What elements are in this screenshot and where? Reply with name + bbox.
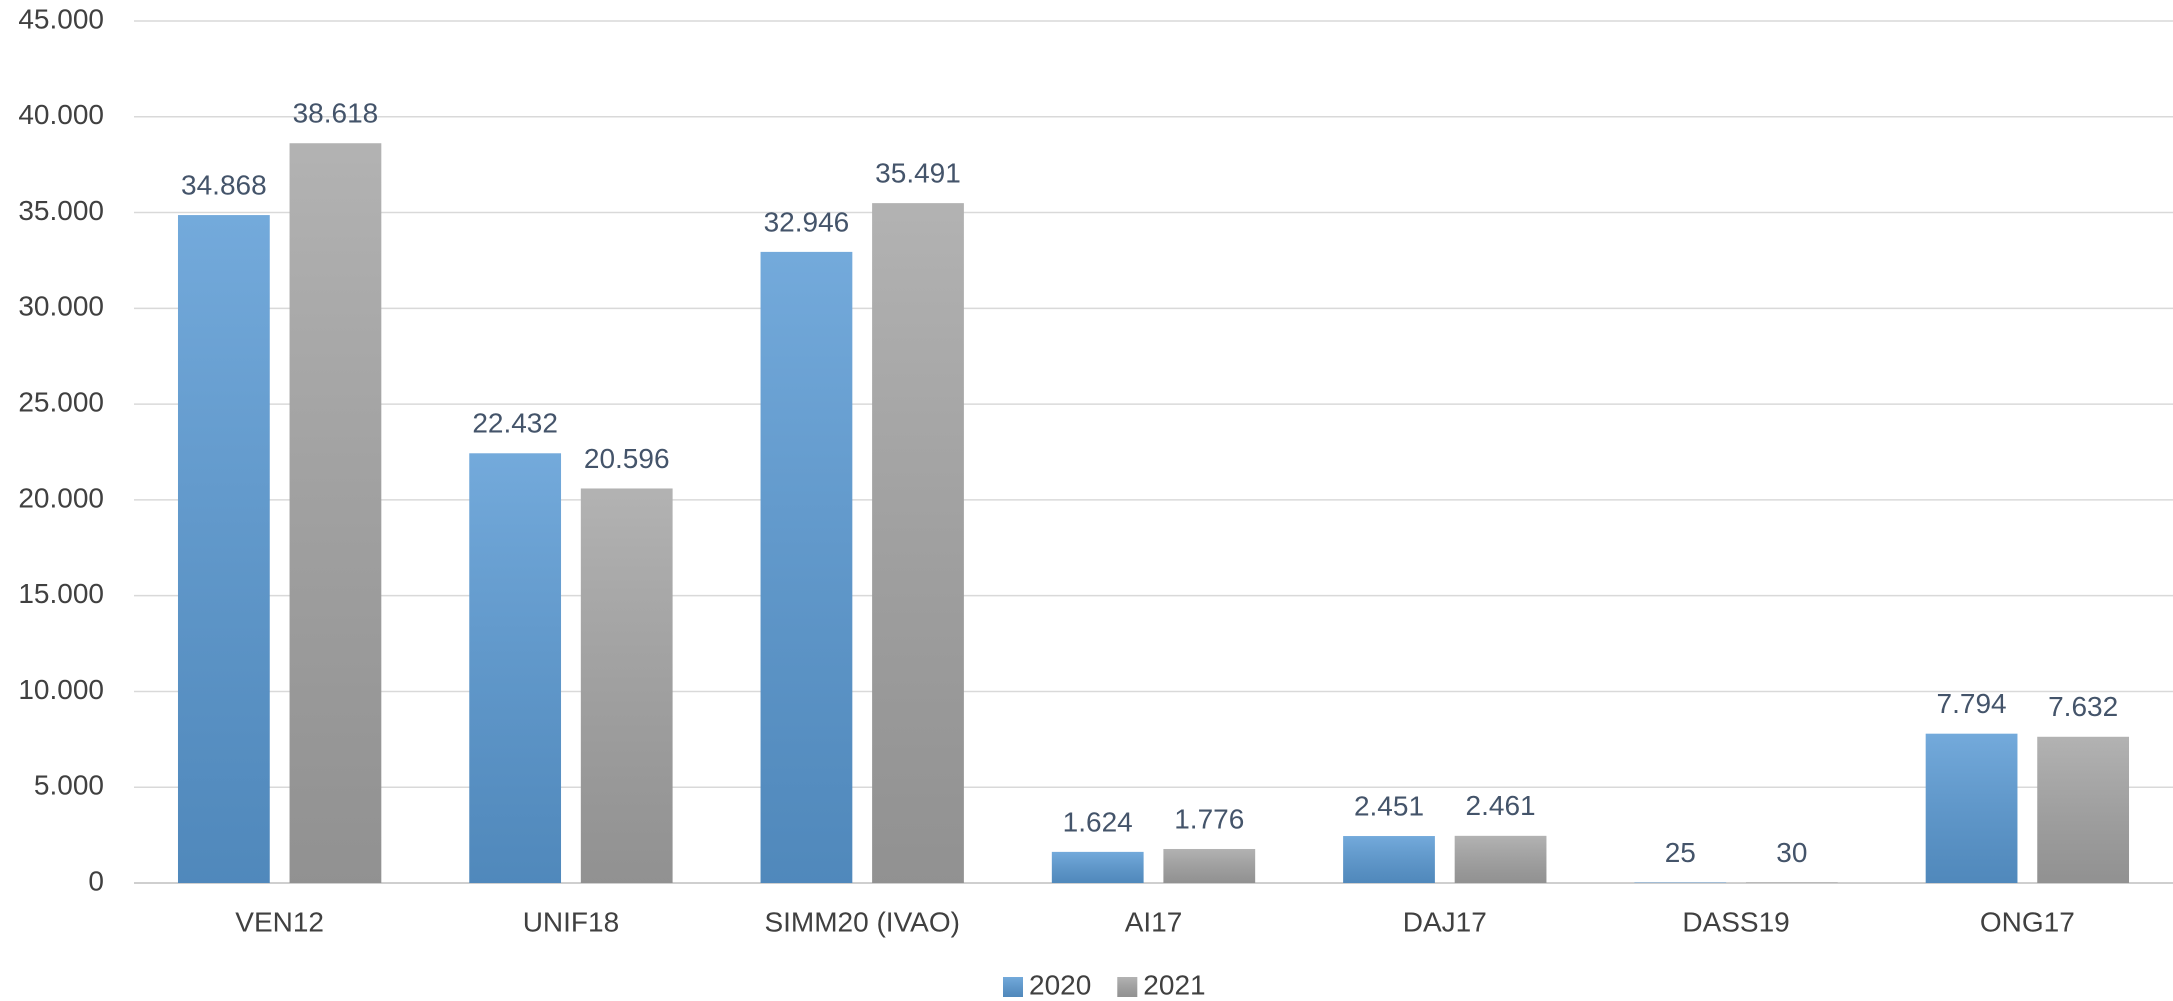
bar-shade xyxy=(1051,851,1144,883)
y-tick-label: 10.000 xyxy=(18,674,104,705)
bar-shade xyxy=(469,453,562,883)
data-label: 2.461 xyxy=(1466,790,1536,821)
data-label: 25 xyxy=(1665,837,1696,868)
bar-shade xyxy=(1343,836,1435,883)
bar-shade xyxy=(289,143,382,884)
bar-shade xyxy=(1454,835,1547,883)
y-tick-label: 15.000 xyxy=(18,578,104,609)
legend-swatch-shade xyxy=(1003,977,1023,997)
data-label: 2.451 xyxy=(1354,790,1424,821)
x-tick-label: SIMM20 (IVAO) xyxy=(764,906,960,937)
x-tick-label: VEN12 xyxy=(235,906,324,937)
y-tick-label: 40.000 xyxy=(18,99,104,130)
legend-label: 2020 xyxy=(1029,969,1091,1000)
y-tick-label: 30.000 xyxy=(18,291,104,322)
data-label: 20.596 xyxy=(584,443,670,474)
y-tick-label: 20.000 xyxy=(18,482,104,513)
data-label: 1.624 xyxy=(1063,806,1133,837)
legend-label: 2021 xyxy=(1143,969,1205,1000)
y-tick-label: 25.000 xyxy=(18,387,104,418)
bar-shade xyxy=(872,203,964,884)
x-tick-label: AI17 xyxy=(1125,906,1183,937)
data-label: 22.432 xyxy=(472,408,558,439)
y-tick-label: 5.000 xyxy=(34,770,104,801)
bar-shade xyxy=(1745,882,1838,883)
x-tick-label: DAJ17 xyxy=(1403,906,1487,937)
x-tick-label: UNIF18 xyxy=(523,906,619,937)
x-tick-label: DASS19 xyxy=(1682,906,1789,937)
y-tick-label: 0 xyxy=(88,865,104,896)
y-tick-label: 45.000 xyxy=(18,3,104,34)
bar-shade xyxy=(177,215,270,883)
data-label: 38.618 xyxy=(293,98,379,129)
data-label: 32.946 xyxy=(764,206,850,237)
bar-shade xyxy=(1163,848,1256,883)
y-tick-label: 35.000 xyxy=(18,195,104,226)
legend-swatch-shade xyxy=(1117,977,1138,997)
data-label: 7.794 xyxy=(1937,688,2007,719)
data-label: 7.632 xyxy=(2048,691,2118,722)
x-tick-label: ONG17 xyxy=(1980,906,2075,937)
bar-shade xyxy=(580,488,673,883)
bar-shade xyxy=(2037,736,2130,883)
bar-shade xyxy=(1925,733,2018,883)
data-label: 34.868 xyxy=(181,169,267,200)
data-label: 30 xyxy=(1776,837,1807,868)
data-label: 1.776 xyxy=(1174,803,1244,834)
data-label: 35.491 xyxy=(875,158,961,189)
bar-shade xyxy=(760,251,853,883)
